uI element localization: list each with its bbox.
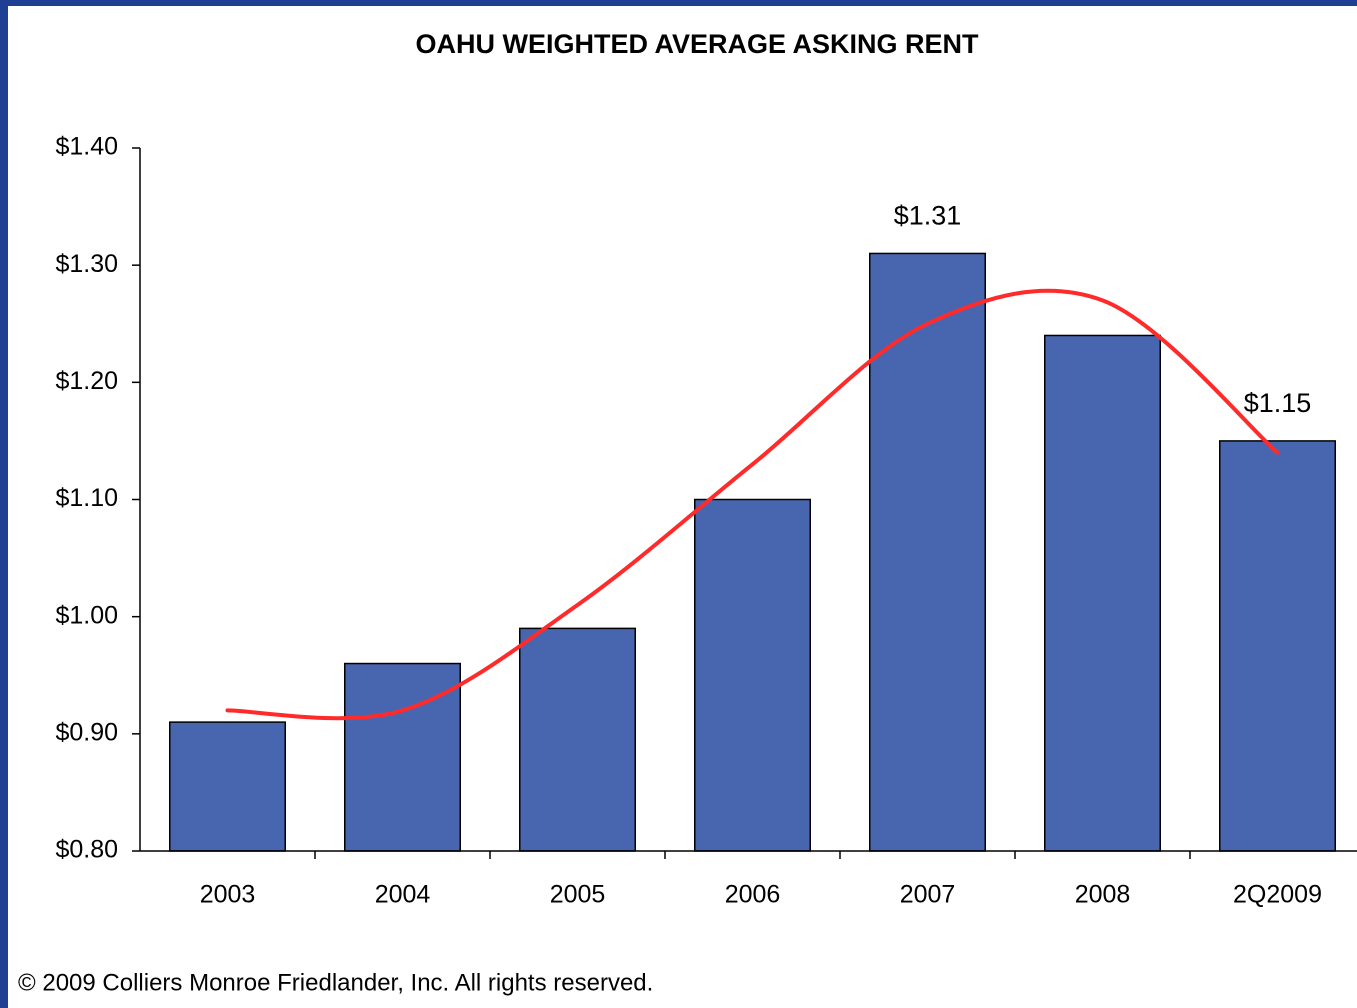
y-tick-label: $1.00 [55,601,118,629]
bar [869,252,986,852]
bar [694,498,811,852]
y-tick-label: $1.20 [55,367,118,395]
y-tick-label: $1.30 [55,250,118,278]
trendline [225,288,1280,721]
bar [169,721,286,852]
y-tick-label: $1.10 [55,484,118,512]
data-label: $1.31 [894,201,962,231]
x-tick-label: 2007 [900,881,956,909]
x-tick-label: 2005 [550,881,606,909]
chart-title: OAHU WEIGHTED AVERAGE ASKING RENT [415,29,979,59]
data-label: $1.15 [1244,388,1312,418]
x-tick-label: 2006 [725,881,781,909]
bar [1044,334,1161,852]
bar [344,662,461,852]
y-tick-label: $0.90 [55,718,118,746]
bar [1219,440,1336,852]
x-tick-label: 2008 [1075,881,1131,909]
x-tick-label: 2003 [200,881,256,909]
bar [519,627,636,852]
y-tick-label: $0.80 [55,836,118,864]
footer: © 2009 Colliers Monroe Friedlander, Inc.… [18,969,653,996]
x-tick-label: 2Q2009 [1233,881,1322,909]
x-tick-label: 2004 [375,881,431,909]
y-tick-label: $1.40 [55,133,118,161]
